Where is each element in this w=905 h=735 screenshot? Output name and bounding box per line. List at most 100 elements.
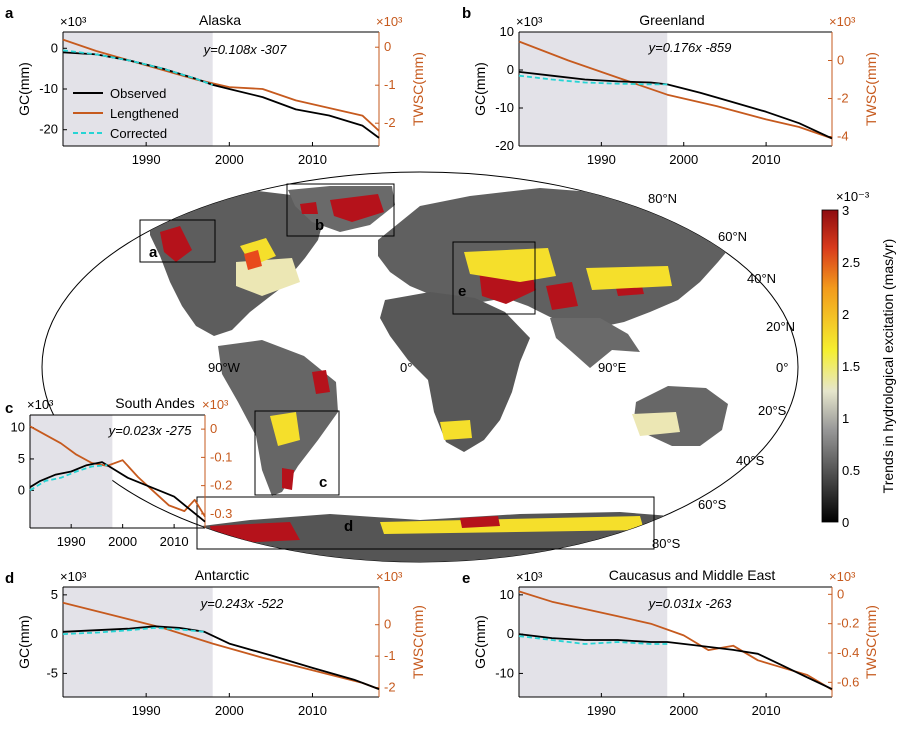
y-axis-label-right: TWSC(mm) bbox=[863, 605, 879, 679]
panel-title: Caucasus and Middle East bbox=[609, 567, 776, 583]
panel-letter-c: c bbox=[5, 400, 13, 417]
colorbar-tick: 1 bbox=[842, 411, 849, 426]
region-boxes bbox=[139, 183, 655, 550]
y-tick-right-label: -1 bbox=[384, 77, 396, 92]
y-tick-right-label: -0.3 bbox=[210, 506, 232, 521]
y-tick-left-label: 0 bbox=[507, 626, 514, 641]
colorbar-tick: 0.5 bbox=[842, 463, 860, 478]
lon-label: 90°W bbox=[208, 360, 241, 375]
lon-label: 90°E bbox=[598, 360, 627, 375]
y-tick-right-label: -0.2 bbox=[210, 478, 232, 493]
x-tick-label: 1990 bbox=[132, 703, 161, 718]
region-label-e: e bbox=[458, 283, 466, 300]
y-tick-right-label: -0.2 bbox=[837, 616, 859, 631]
regression-equation: y=0.176x -859 bbox=[648, 40, 732, 55]
panel-letter-b: b bbox=[462, 5, 471, 22]
y-tick-right-label: 0 bbox=[837, 53, 844, 68]
y-tick-right-label: -2 bbox=[384, 680, 396, 695]
legend-label-corrected: Corrected bbox=[110, 126, 167, 141]
lat-label: 0° bbox=[776, 360, 788, 375]
series-line-lengthened bbox=[62, 38, 380, 132]
right-exponent: ×10³ bbox=[202, 397, 229, 412]
region-label-c: c bbox=[319, 474, 327, 491]
shade-region bbox=[63, 32, 213, 146]
y-axis-label-right: TWSC(mm) bbox=[410, 52, 426, 126]
y-tick-left-label: -20 bbox=[495, 138, 514, 153]
series-line-observed bbox=[62, 625, 380, 690]
panel-title: Antarctic bbox=[195, 567, 249, 583]
legend-label-observed: Observed bbox=[110, 86, 166, 101]
y-tick-left-label: 0 bbox=[18, 482, 25, 497]
lat-label: 40°N bbox=[747, 271, 776, 286]
right-exponent: ×10³ bbox=[376, 14, 403, 29]
colorbar: ×10⁻³ 0 0.5 1 1.5 2 2.5 3 Trends in hydr… bbox=[821, 189, 896, 530]
lat-label: 20°S bbox=[758, 403, 787, 418]
y-tick-left-label: -20 bbox=[39, 122, 58, 137]
y-tick-left-label: -10 bbox=[495, 665, 514, 680]
trend-hotspots bbox=[160, 194, 680, 544]
world-map: a b c d e 80°N 60°N 40°N 20°N 0° 20°S 40… bbox=[41, 171, 896, 563]
series-line-lengthened bbox=[29, 425, 206, 518]
region-box-c bbox=[254, 410, 340, 496]
x-tick-label: 2010 bbox=[298, 152, 327, 167]
colorbar-exponent: ×10⁻³ bbox=[836, 189, 870, 204]
panel-title: South Andes bbox=[115, 395, 194, 411]
series-line-corrected bbox=[518, 635, 668, 645]
y-tick-right-label: 0 bbox=[837, 586, 844, 601]
continent-eurasia bbox=[378, 188, 738, 330]
y-tick-right-label: -1 bbox=[384, 648, 396, 663]
region-label-d: d bbox=[344, 518, 353, 535]
panel-letter-d: d bbox=[5, 570, 14, 587]
panel-c: 1990 2000 2010 0 5 10 -0.3 -0.2 -0.1 0 ×10³ ×10³ Sou… bbox=[11, 395, 233, 549]
region-label-a: a bbox=[149, 244, 158, 261]
colorbar-gradient bbox=[821, 209, 839, 523]
region-box-a bbox=[139, 219, 216, 263]
colorbar-tick: 3 bbox=[842, 203, 849, 218]
colorbar-tick: 0 bbox=[842, 515, 849, 530]
series-line-corrected bbox=[518, 74, 668, 86]
panel-d: 1990 2000 2010 -5 0 5 -2 -1 0 ×10³ ×10³ GC(mm) TWSC(… bbox=[16, 567, 426, 718]
right-exponent: ×10³ bbox=[829, 569, 856, 584]
y-tick-left-label: 0 bbox=[51, 40, 58, 55]
colorbar-tick: 1.5 bbox=[842, 359, 860, 374]
colorbar-tick: 2 bbox=[842, 307, 849, 322]
left-exponent: ×10³ bbox=[60, 14, 87, 29]
y-tick-left-label: 10 bbox=[500, 587, 514, 602]
x-tick-label: 2010 bbox=[160, 534, 189, 549]
series-line-corrected bbox=[29, 464, 108, 492]
x-tick-label: 2000 bbox=[215, 152, 244, 167]
x-tick-label: 1990 bbox=[57, 534, 86, 549]
series-line-corrected bbox=[62, 49, 214, 86]
x-tick-label: 2000 bbox=[108, 534, 137, 549]
y-tick-right-label: -2 bbox=[384, 115, 396, 130]
series-line-lengthened bbox=[518, 40, 833, 140]
left-exponent: ×10³ bbox=[60, 569, 87, 584]
legend-label-lengthened: Lengthened bbox=[110, 106, 179, 121]
x-tick-label: 1990 bbox=[587, 152, 616, 167]
right-exponent: ×10³ bbox=[376, 569, 403, 584]
region-box-b bbox=[286, 183, 395, 237]
lat-label: 60°S bbox=[698, 497, 727, 512]
x-tick-label: 2010 bbox=[752, 703, 781, 718]
y-axis-label-left: GC(mm) bbox=[16, 62, 32, 116]
region-box-e bbox=[452, 241, 536, 315]
y-tick-left-label: 5 bbox=[51, 587, 58, 602]
y-tick-right-label: 0 bbox=[384, 39, 391, 54]
panel-e: 1990 2000 2010 -10 0 10 -0.6 -0.4 -0.2 0 ×10³ ×10³ G… bbox=[472, 567, 879, 718]
panel-title: Alaska bbox=[199, 12, 241, 28]
x-tick-label: 2000 bbox=[215, 703, 244, 718]
lat-label: 80°S bbox=[652, 536, 681, 551]
y-axis-label-right: TWSC(mm) bbox=[410, 605, 426, 679]
y-axis-label-left: GC(mm) bbox=[472, 615, 488, 669]
regression-equation: y=0.023x -275 bbox=[108, 423, 193, 438]
lon-label: 0° bbox=[400, 360, 412, 375]
y-tick-left-label: 5 bbox=[18, 451, 25, 466]
y-tick-right-label: -2 bbox=[837, 91, 849, 106]
region-box-d bbox=[196, 496, 655, 550]
panel-letter-e: e bbox=[462, 570, 470, 587]
lat-label: 20°N bbox=[766, 319, 795, 334]
lat-label: 80°N bbox=[648, 191, 677, 206]
